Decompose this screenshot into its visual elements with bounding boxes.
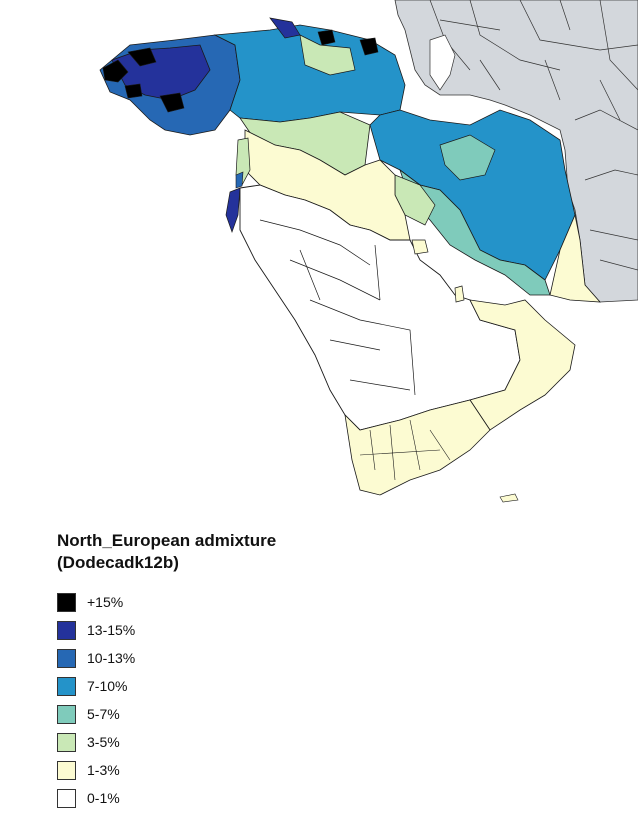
region-turkey-black-1 (102, 59, 129, 83)
legend-label: 10-13% (87, 650, 136, 666)
legend-title-line1: North_European admixture (57, 531, 277, 550)
region-saudi-internal (259, 219, 416, 396)
legend-label: 13-15% (87, 622, 136, 638)
region-caucasus-black (317, 29, 379, 56)
region-iran-southeast (549, 213, 601, 303)
region-yemen-internal (359, 419, 451, 481)
region-oman-uae (469, 299, 576, 431)
region-lebanon-blue (235, 171, 244, 189)
legend: North_European admixture (Dodecadk12b) +… (57, 530, 377, 812)
legend-swatch (57, 760, 76, 780)
legend-swatch (57, 788, 76, 808)
legend-item: 0-1% (57, 784, 377, 812)
region-israel-darkblue (225, 187, 241, 234)
legend-item: 1-3% (57, 756, 377, 784)
region-yemen (344, 399, 491, 496)
choropleth-map (99, 0, 638, 503)
legend-item: 10-13% (57, 644, 377, 672)
caspian-sea (429, 34, 456, 91)
legend-swatch (57, 676, 76, 696)
legend-label: 3-5% (87, 734, 120, 750)
legend-item: +15% (57, 588, 377, 616)
legend-item: 5-7% (57, 700, 377, 728)
region-iran-teal-center (439, 134, 496, 181)
island-socotra (499, 493, 519, 503)
region-caucasus-light (299, 34, 356, 76)
legend-items: +15% 13-15% 10-13% 7-10% 5-7% 3-5% 1-3% 0-1% (57, 588, 377, 812)
region-caucasus-north-blue (269, 17, 301, 39)
legend-label: 5-7% (87, 706, 120, 722)
legend-label: +15% (87, 594, 124, 610)
legend-swatch (57, 620, 76, 640)
legend-label: 7-10% (87, 678, 128, 694)
legend-label: 0-1% (87, 790, 120, 806)
legend-item: 13-15% (57, 616, 377, 644)
legend-title: North_European admixture (Dodecadk12b) (57, 530, 377, 574)
legend-item: 3-5% (57, 728, 377, 756)
region-turkey-east (213, 24, 406, 123)
legend-label: 1-3% (87, 762, 120, 778)
legend-swatch (57, 648, 76, 668)
legend-swatch (57, 592, 76, 612)
legend-item: 7-10% (57, 672, 377, 700)
region-turkey-black-4 (124, 83, 143, 99)
region-turkey-black-2 (127, 47, 157, 67)
region-turkey-black-3 (159, 92, 185, 113)
region-kuwait-qatar (411, 239, 465, 303)
legend-swatch (57, 704, 76, 724)
legend-title-line2: (Dodecadk12b) (57, 553, 179, 572)
region-iran-teal (399, 168, 551, 296)
legend-swatch (57, 732, 76, 752)
